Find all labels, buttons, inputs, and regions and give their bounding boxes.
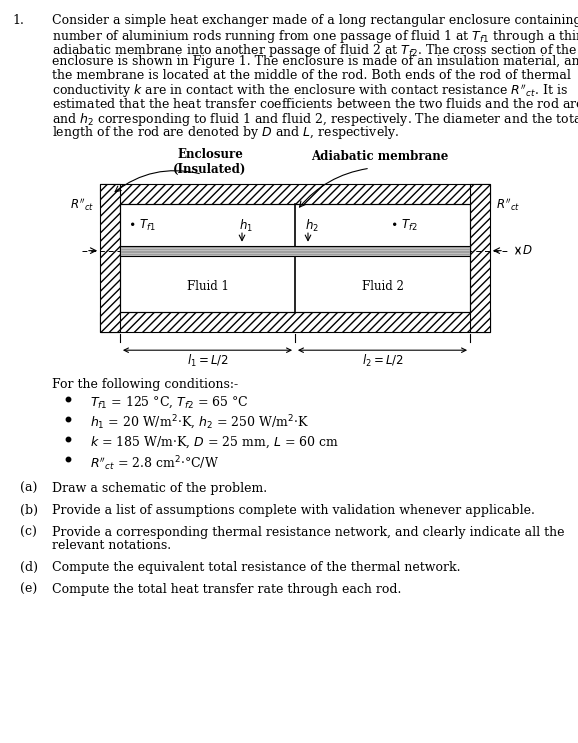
Bar: [100, 184, 120, 332]
Text: For the following conditions:-: For the following conditions:-: [52, 378, 238, 392]
Text: (b): (b): [20, 504, 38, 517]
Text: relevant notations.: relevant notations.: [52, 539, 171, 552]
Text: Compute the equivalent total resistance of the thermal network.: Compute the equivalent total resistance …: [52, 561, 461, 574]
Text: Fluid 1: Fluid 1: [187, 280, 228, 293]
Text: Draw a schematic of the problem.: Draw a schematic of the problem.: [52, 482, 267, 495]
Bar: [120, 204, 470, 312]
Bar: [120, 246, 470, 256]
Text: $D$: $D$: [522, 244, 532, 257]
Text: $l_2 = L/2$: $l_2 = L/2$: [362, 353, 403, 369]
Text: $R''_{ct}$ = 2.8 cm$^2$·°C/W: $R''_{ct}$ = 2.8 cm$^2$·°C/W: [90, 454, 219, 473]
Text: Adiabatic membrane: Adiabatic membrane: [312, 150, 449, 163]
Text: $R''_{ct}$: $R''_{ct}$: [496, 196, 520, 212]
Text: $\bullet$ $T_{f2}$: $\bullet$ $T_{f2}$: [390, 218, 417, 233]
Text: Provide a corresponding thermal resistance network, and clearly indicate all the: Provide a corresponding thermal resistan…: [52, 526, 565, 539]
Text: Consider a simple heat exchanger made of a long rectangular enclosure containing: Consider a simple heat exchanger made of…: [52, 14, 578, 27]
Text: adiabatic membrane into another passage of fluid 2 at $T_{f2}$. The cross sectio: adiabatic membrane into another passage …: [52, 42, 577, 59]
Text: and $h_2$ corresponding to fluid 1 and fluid 2, respectively. The diameter and t: and $h_2$ corresponding to fluid 1 and f…: [52, 111, 578, 128]
Text: $\bullet$ $T_{f1}$: $\bullet$ $T_{f1}$: [128, 218, 155, 233]
Text: Fluid 2: Fluid 2: [362, 280, 403, 293]
Text: (e): (e): [20, 583, 37, 596]
Text: $h_2$: $h_2$: [305, 218, 319, 234]
Text: Enclosure
(Insulated): Enclosure (Insulated): [173, 148, 247, 176]
Text: $T_{f1}$ = 125 °C, $T_{f2}$ = 65 °C: $T_{f1}$ = 125 °C, $T_{f2}$ = 65 °C: [90, 395, 249, 409]
Text: $h_1$: $h_1$: [239, 218, 253, 234]
Text: Provide a list of assumptions complete with validation whenever applicable.: Provide a list of assumptions complete w…: [52, 504, 535, 517]
Text: (a): (a): [20, 482, 38, 495]
Text: conductivity $k$ are in contact with the enclosure with contact resistance $R''_: conductivity $k$ are in contact with the…: [52, 83, 568, 100]
Text: estimated that the heat transfer coefficients between the two fluids and the rod: estimated that the heat transfer coeffic…: [52, 97, 578, 113]
Text: (d): (d): [20, 561, 38, 574]
Text: the membrane is located at the middle of the rod. Both ends of the rod of therma: the membrane is located at the middle of…: [52, 69, 571, 82]
Text: Compute the total heat transfer rate through each rod.: Compute the total heat transfer rate thr…: [52, 583, 401, 596]
Text: $l_1 = L/2$: $l_1 = L/2$: [187, 353, 228, 369]
Text: $h_1$ = 20 W/m$^2$·K, $h_2$ = 250 W/m$^2$·K: $h_1$ = 20 W/m$^2$·K, $h_2$ = 250 W/m$^2…: [90, 414, 309, 432]
Text: $R''_{ct}$: $R''_{ct}$: [70, 196, 94, 212]
Text: 1.: 1.: [12, 14, 24, 27]
Bar: [470, 184, 490, 332]
Text: enclosure is shown in Figure 1. The enclosure is made of an insulation material,: enclosure is shown in Figure 1. The encl…: [52, 56, 578, 68]
Text: length of the rod are denoted by $D$ and $L$, respectively.: length of the rod are denoted by $D$ and…: [52, 124, 399, 141]
Bar: [100, 312, 490, 332]
Text: number of aluminium rods running from one passage of fluid 1 at $T_{f1}$ through: number of aluminium rods running from on…: [52, 27, 578, 45]
Text: (c): (c): [20, 526, 37, 539]
Bar: [100, 184, 490, 204]
Text: $k$ = 185 W/m·K, $D$ = 25 mm, $L$ = 60 cm: $k$ = 185 W/m·K, $D$ = 25 mm, $L$ = 60 c…: [90, 434, 339, 450]
